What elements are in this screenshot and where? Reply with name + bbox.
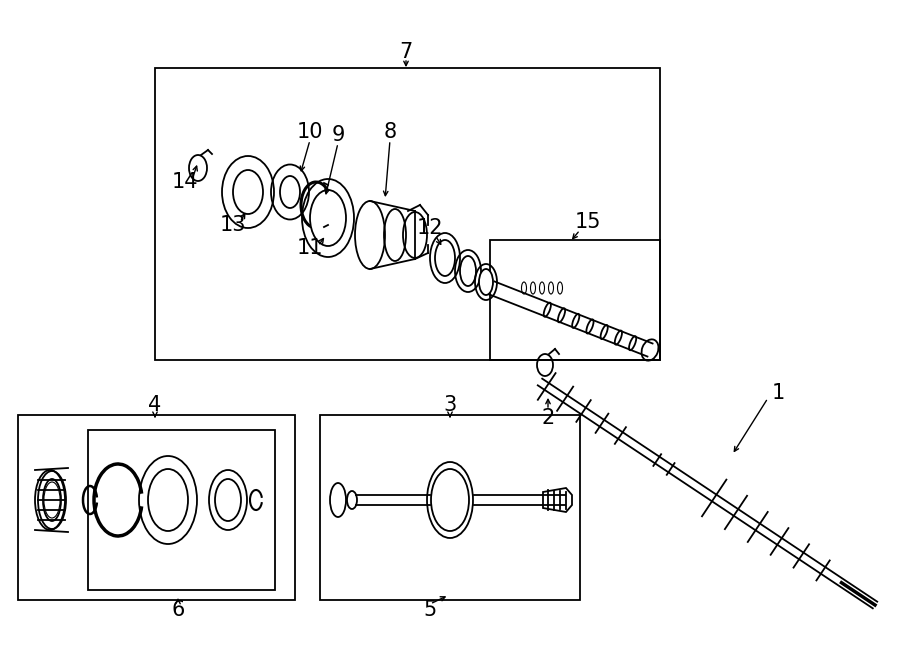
Text: 5: 5 bbox=[423, 600, 436, 620]
Text: 7: 7 bbox=[400, 42, 412, 62]
Ellipse shape bbox=[48, 491, 56, 509]
Text: 12: 12 bbox=[417, 218, 443, 238]
Ellipse shape bbox=[215, 479, 241, 521]
Text: 2: 2 bbox=[542, 408, 554, 428]
Ellipse shape bbox=[47, 488, 58, 512]
Ellipse shape bbox=[43, 479, 61, 521]
Text: 15: 15 bbox=[575, 212, 601, 232]
Text: 9: 9 bbox=[331, 125, 345, 145]
Ellipse shape bbox=[557, 282, 562, 294]
Bar bbox=[155, 68, 660, 360]
Text: 14: 14 bbox=[172, 172, 198, 192]
Ellipse shape bbox=[530, 282, 536, 294]
Text: 1: 1 bbox=[771, 383, 785, 403]
Ellipse shape bbox=[548, 282, 554, 294]
Bar bbox=[88, 430, 275, 590]
Ellipse shape bbox=[44, 482, 60, 518]
Text: 13: 13 bbox=[220, 215, 247, 235]
Text: 10: 10 bbox=[297, 122, 323, 142]
Ellipse shape bbox=[521, 282, 526, 294]
Ellipse shape bbox=[280, 176, 300, 208]
Text: 11: 11 bbox=[297, 238, 323, 258]
Ellipse shape bbox=[431, 469, 469, 531]
Ellipse shape bbox=[148, 469, 188, 531]
Text: 6: 6 bbox=[171, 600, 184, 620]
Bar bbox=[320, 415, 580, 600]
Ellipse shape bbox=[233, 170, 263, 214]
Text: 4: 4 bbox=[148, 395, 162, 415]
Text: 8: 8 bbox=[383, 122, 397, 142]
Ellipse shape bbox=[347, 491, 357, 509]
Ellipse shape bbox=[539, 282, 544, 294]
Ellipse shape bbox=[479, 269, 493, 295]
Ellipse shape bbox=[45, 485, 58, 515]
Ellipse shape bbox=[310, 190, 346, 246]
Text: 3: 3 bbox=[444, 395, 456, 415]
Bar bbox=[490, 240, 660, 360]
Ellipse shape bbox=[435, 240, 455, 276]
Ellipse shape bbox=[460, 256, 476, 286]
Bar bbox=[18, 415, 295, 600]
